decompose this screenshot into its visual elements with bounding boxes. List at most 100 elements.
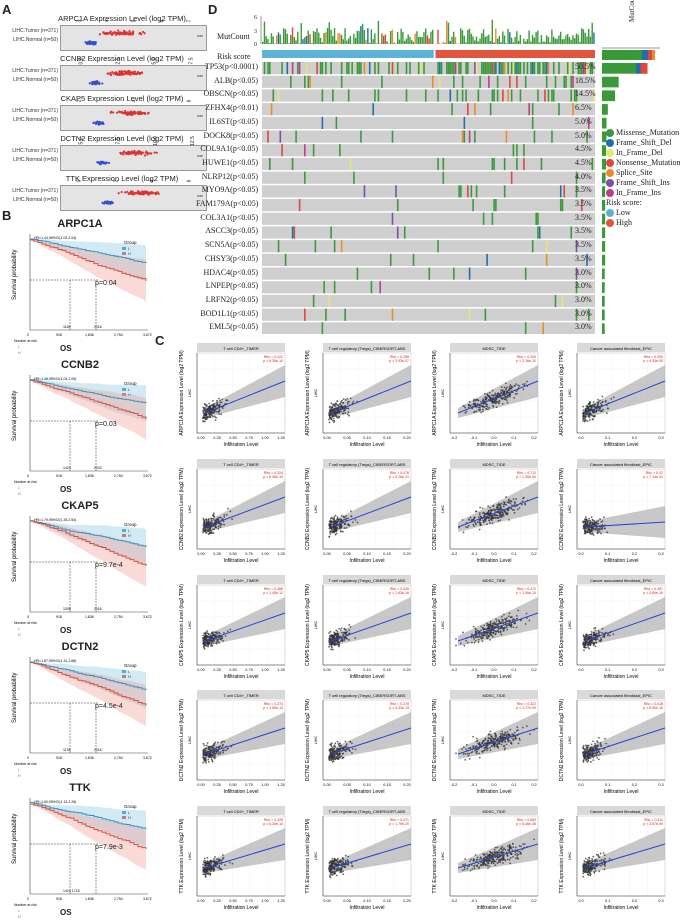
expression-box: *** [60,65,207,91]
mutation-cell [516,158,518,170]
gene-name-label: LRFN2(p<0.05) [196,295,258,304]
scatter-point [468,748,470,750]
scatter-point [351,515,353,517]
x-tick: 0.2 [632,436,637,440]
scatter-point [610,398,612,400]
scatter-point [583,748,585,750]
scatter-point [341,525,343,527]
tumor-dot [111,33,113,35]
scatter-point [590,521,592,523]
mutation-cell [481,62,483,74]
scatter-point [482,409,484,411]
tumor-dot [156,152,158,154]
scatter-point [218,398,220,400]
scatter-point [597,520,599,522]
scatter-point [336,635,338,637]
mutation-cell [348,62,350,74]
x-tick: 0.20 [403,783,410,787]
tumor-dot [139,32,141,34]
scatter-title: T cell CD4+_TIMER [223,809,259,814]
x-tick: 1.25 [277,668,284,672]
scatter-point [599,640,601,642]
mutation-cell [565,76,567,88]
scatter-point [586,519,588,521]
scatter-point [348,749,350,751]
mutcount-bar [309,34,310,44]
scatter-point [355,519,357,521]
scatter-point [588,758,590,760]
mutation-cell [558,62,560,74]
scatter-point [508,612,510,614]
x-tick: 0.75 [245,552,252,556]
mutcount-bar [500,42,501,44]
mutcount-bar [493,42,494,44]
x-tick: 0.20 [403,436,410,440]
scatter-point [511,504,513,506]
mutcount-bar [334,28,335,44]
km-xlabel: OS [60,485,72,494]
km-xtick: 1,836 [85,615,94,619]
mutation-cell [525,322,527,334]
cohort-tag: LIHC [568,621,572,629]
km-ylabel: Survival probability [12,814,18,864]
mutation-cell [448,62,450,74]
mutation-cell [537,62,539,74]
scatter-point [479,514,481,516]
scatter-point [592,759,594,761]
tumor-dot [139,152,141,154]
scatter-point [202,417,204,419]
mutation-cell [553,62,555,74]
mutcount-bar [563,39,564,44]
mutation-cell [493,158,495,170]
scatter-point [331,645,333,647]
scatter-ylabel: ARPC1A Expression Level (log2 TPM) [432,350,438,436]
scatter-point [511,737,513,739]
scatter-point [600,521,602,523]
scatter-point [593,642,595,644]
mutcount-bar [574,38,575,44]
scatter-point [208,634,210,636]
scatter-point [500,737,502,739]
scatter-point [491,627,493,629]
scatter-title: Cancer associated fibroblast_EPIC [590,578,652,583]
tumor-label: LIHC.Tumor (n=371) [0,148,58,154]
gene-name-label: OBSCN(p<0.05) [196,89,258,98]
normal-dot [112,202,114,204]
km-group-label: Group [124,522,137,527]
scatter-point [473,525,475,527]
mutation-cell [439,62,441,74]
scatter-point [598,630,600,632]
risk-legend-item: High [606,218,632,227]
expression-tick: 3 [76,20,82,23]
scatter-point [522,727,524,729]
mutcount-bar [462,30,463,44]
scatter-point [208,518,210,520]
scatter-point [218,638,220,640]
mutation-cell [535,213,537,225]
scatter-point [350,398,352,400]
legend-swatch [606,129,614,137]
scatter-point [341,640,343,642]
mutation-cell [483,213,485,225]
scatter-point [583,646,585,648]
scatter-point [333,748,335,750]
scatter-point [584,637,586,639]
mutation-cell [490,103,492,115]
cohort-tag: LIHC [314,389,318,397]
mutation-cell [339,144,341,156]
scatter-point [210,416,212,418]
mutation-cell [495,62,497,74]
tumor-dot [141,112,143,114]
gene-name-label: CHSY3(p<0.05) [196,254,258,263]
gene-row-bg [262,254,595,266]
mutcount-bar [386,41,387,44]
sample-freq-bar [602,50,642,60]
scatter-point [331,521,333,523]
mutcount-bar [278,32,279,44]
mutation-cell [504,158,506,170]
p-value: p = 1.77e-09 [516,706,536,710]
scatter-point [231,518,233,520]
scatter-point [517,384,519,386]
scatter-point [502,627,504,629]
scatter-point [346,527,348,529]
